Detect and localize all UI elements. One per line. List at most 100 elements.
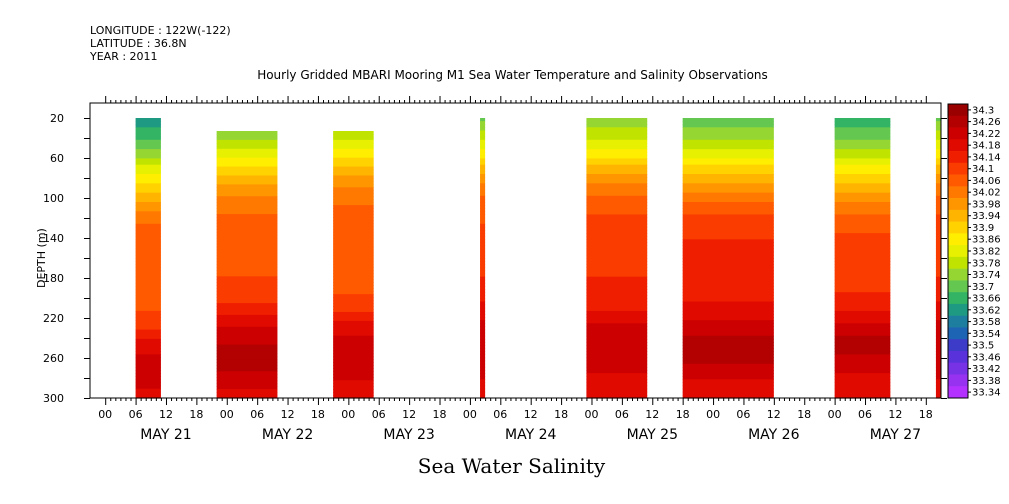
salinity-cell [935, 354, 941, 359]
salinity-cell [333, 220, 374, 224]
longitude-text: LONGITUDE : 122W(-122) [90, 24, 231, 37]
salinity-cell [333, 136, 374, 141]
salinity-cell [682, 186, 774, 191]
salinity-cell [135, 149, 161, 153]
salinity-cell [333, 276, 374, 280]
salinity-cell [682, 152, 774, 156]
salinity-cell [935, 170, 941, 175]
salinity-cell [586, 220, 648, 225]
salinity-cell [333, 392, 374, 396]
salinity-cell [333, 211, 374, 215]
salinity-cell [834, 295, 891, 300]
salinity-cell [586, 223, 648, 228]
salinity-cell [135, 121, 161, 125]
colorbar-label: 34.06 [972, 176, 1001, 187]
colorbar-label: 33.38 [972, 376, 1001, 387]
salinity-cell [216, 294, 278, 298]
salinity-cell [333, 202, 374, 206]
salinity-cell [586, 270, 648, 275]
salinity-cell [682, 289, 774, 293]
salinity-cell [480, 236, 486, 240]
salinity-cell [935, 376, 941, 380]
salinity-cell [834, 242, 891, 247]
salinity-cell [586, 264, 648, 268]
salinity-cell [480, 161, 486, 166]
salinity-cell [586, 211, 648, 216]
salinity-cell [834, 149, 891, 153]
salinity-cell [682, 363, 774, 368]
salinity-cell [135, 366, 161, 371]
salinity-cell [135, 245, 161, 250]
salinity-cell [834, 394, 891, 399]
salinity-cell [682, 382, 774, 387]
salinity-cell [480, 214, 486, 219]
salinity-cell [480, 270, 486, 275]
salinity-cell [586, 189, 648, 194]
salinity-cell [834, 391, 891, 396]
x-tick-label: 00 [341, 408, 355, 421]
salinity-cell [216, 154, 278, 159]
salinity-cell [834, 338, 891, 343]
x-tick-label: 18 [797, 408, 811, 421]
salinity-cell [135, 158, 161, 163]
salinity-cell [834, 382, 891, 387]
salinity-cell [216, 356, 278, 361]
salinity-cell [216, 276, 278, 280]
salinity-cell [834, 198, 891, 203]
salinity-cell [216, 362, 278, 366]
salinity-cell [586, 258, 648, 262]
salinity-cell [834, 155, 891, 160]
salinity-cell [480, 379, 486, 384]
salinity-cell [682, 326, 774, 331]
salinity-cell [935, 136, 941, 141]
salinity-cell [333, 133, 374, 138]
salinity-cell [333, 338, 374, 343]
salinity-cell [216, 285, 278, 289]
salinity-cell [480, 121, 486, 125]
x-tick-label: 00 [828, 408, 842, 421]
salinity-cell [216, 386, 278, 390]
x-axis: 00 06 12 18 00 06 12 18 00 06 12 18 00 06 12 18 00 06 12 18… [98, 96, 933, 443]
salinity-cell [216, 208, 278, 212]
salinity-cell [480, 366, 486, 371]
salinity-cell [216, 377, 278, 381]
x-tick-label: 18 [676, 408, 690, 421]
salinity-cell [682, 279, 774, 284]
x-day-label: MAY 24 [505, 427, 556, 443]
colorbar-label: 34.14 [972, 152, 1001, 163]
salinity-cell [135, 180, 161, 184]
salinity-cell [935, 317, 941, 321]
salinity-cell [682, 286, 774, 290]
salinity-cell [333, 347, 374, 352]
salinity-cell [135, 304, 161, 309]
salinity-cell [935, 357, 941, 362]
salinity-cell [480, 189, 486, 194]
colorbar-label: 34.3 [972, 105, 994, 116]
salinity-cell [935, 251, 941, 256]
salinity-cell [682, 164, 774, 169]
salinity-cell [135, 307, 161, 312]
y-tick-label: 260 [43, 352, 64, 365]
salinity-cell [586, 127, 648, 132]
salinity-cell [586, 360, 648, 365]
salinity-cell [682, 251, 774, 256]
colorbar-label: 33.78 [972, 258, 1001, 269]
salinity-cell [586, 382, 648, 387]
salinity-cell [480, 251, 486, 256]
salinity-cell [480, 211, 486, 216]
salinity-cell [216, 392, 278, 396]
salinity-cell [834, 261, 891, 265]
salinity-cell [333, 196, 374, 200]
salinity-cell [935, 121, 941, 125]
salinity-cell [682, 192, 774, 197]
salinity-cell [135, 118, 161, 122]
salinity-cell [333, 380, 374, 384]
salinity-cell [135, 242, 161, 247]
salinity-cell [834, 214, 891, 219]
salinity-cell [682, 167, 774, 172]
salinity-cell [480, 286, 486, 290]
salinity-cell [586, 167, 648, 172]
salinity-cell [682, 133, 774, 138]
colorbar-swatch [948, 209, 968, 222]
salinity-cell [135, 323, 161, 328]
